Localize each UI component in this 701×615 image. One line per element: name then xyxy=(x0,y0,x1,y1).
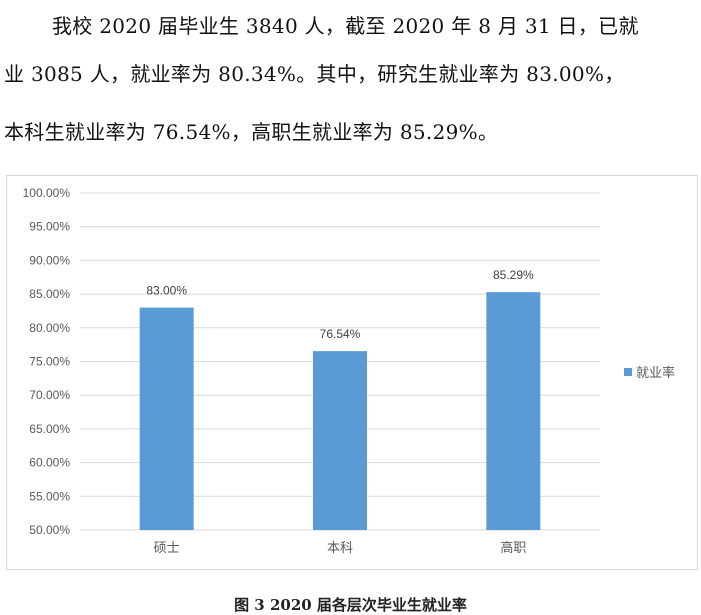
y-tick-label: 55.00% xyxy=(29,489,70,503)
paragraph-line-1: 我校 2020 届毕业生 3840 人，截至 2020 年 8 月 31 日，已… xyxy=(52,14,639,38)
chart xyxy=(6,175,698,570)
data-label: 83.00% xyxy=(146,284,187,298)
data-label: 85.29% xyxy=(493,268,534,282)
x-tick-label: 高职 xyxy=(500,540,526,556)
legend-label: 就业率 xyxy=(636,365,675,381)
y-tick-label: 60.00% xyxy=(29,456,70,470)
data-label: 76.54% xyxy=(320,327,361,341)
y-tick-label: 85.00% xyxy=(29,287,70,301)
y-tick-label: 95.00% xyxy=(29,220,70,234)
y-tick-label: 90.00% xyxy=(29,253,70,267)
paragraph-line-2: 业 3085 人，就业率为 80.34%。其中，研究生就业率为 83.00%， xyxy=(4,62,625,86)
y-tick-label: 70.00% xyxy=(29,388,70,402)
bar xyxy=(313,351,367,530)
y-tick-label: 100.00% xyxy=(23,186,71,200)
x-tick-label: 硕士 xyxy=(154,541,180,556)
legend-swatch xyxy=(624,368,632,376)
x-tick-label: 本科 xyxy=(327,541,353,556)
y-tick-label: 80.00% xyxy=(29,321,70,335)
bar xyxy=(139,307,194,530)
y-tick-label: 75.00% xyxy=(29,355,70,369)
y-tick-label: 50.00% xyxy=(29,523,70,537)
figure-caption: 图 3 2020 届各层次毕业生就业率 xyxy=(234,596,467,614)
bar xyxy=(486,292,541,530)
paragraph-line-3: 本科生就业率为 76.54%，高职生就业率为 85.29%。 xyxy=(4,120,499,144)
y-tick-label: 65.00% xyxy=(29,422,70,436)
